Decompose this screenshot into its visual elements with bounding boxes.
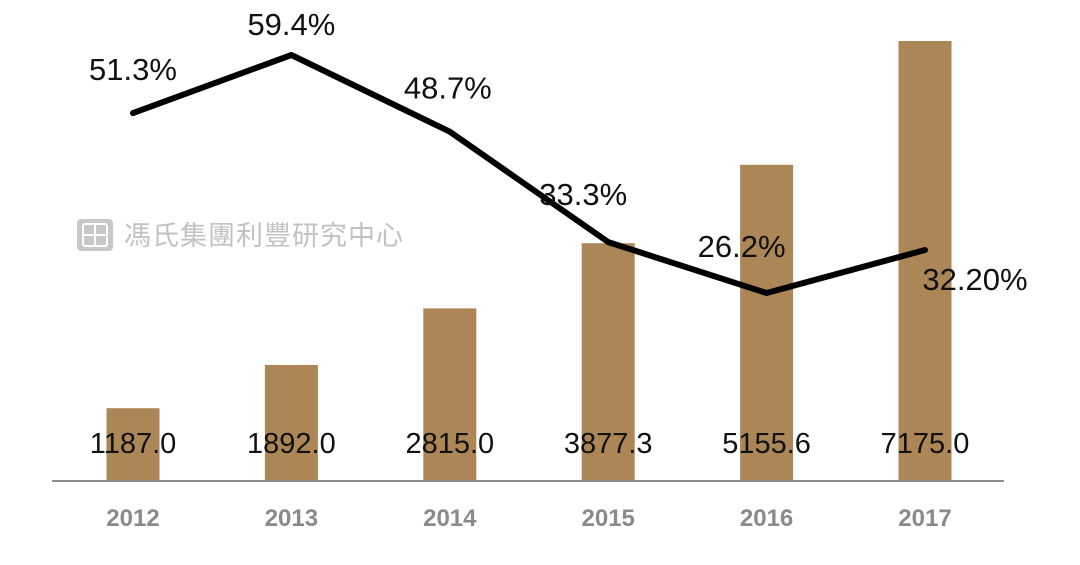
- rate-value-label: 33.3%: [539, 177, 627, 212]
- x-tick-label: 2015: [582, 505, 635, 532]
- bar-2016: [740, 164, 794, 482]
- x-tick-label: 2013: [265, 505, 318, 532]
- bar-value-label: 1187.0: [90, 428, 177, 460]
- bar-2012: [106, 408, 160, 481]
- rate-value-label: 48.7%: [404, 71, 492, 106]
- watermark-logo-icon: [77, 219, 113, 251]
- x-tick-label: 2014: [423, 505, 477, 532]
- x-tick-label: 2012: [106, 505, 159, 532]
- rate-value-label: 32.20%: [922, 262, 1027, 297]
- growth-rate-line: [130, 52, 928, 296]
- x-tick-label: 2016: [740, 505, 793, 532]
- bar-2013: [264, 365, 318, 481]
- labels-layer: 1187.0 1892.0 2815.0 3877.3 5155.6 7175.0 2012…: [89, 7, 1028, 532]
- bar-2015: [581, 243, 635, 481]
- x-tick-label: 2017: [898, 505, 951, 532]
- bar-value-label: 3877.3: [564, 428, 653, 460]
- rate-value-label: 59.4%: [247, 7, 335, 42]
- watermark: 馮氏集團利豐研究中心: [77, 219, 404, 252]
- bar-2014: [423, 308, 477, 481]
- bar-2017: [898, 41, 952, 481]
- bar-value-label: 7175.0: [881, 428, 970, 460]
- bar-value-label: 2815.0: [405, 428, 494, 460]
- bar-value-label: 1892.0: [247, 428, 336, 460]
- rate-value-label: 26.2%: [698, 229, 786, 264]
- rate-value-label: 51.3%: [89, 52, 177, 87]
- line-layer: [130, 52, 928, 296]
- bars-layer: [106, 41, 952, 482]
- watermark-text: 馮氏集團利豐研究中心: [124, 221, 404, 252]
- bar-value-label: 5155.6: [722, 428, 811, 460]
